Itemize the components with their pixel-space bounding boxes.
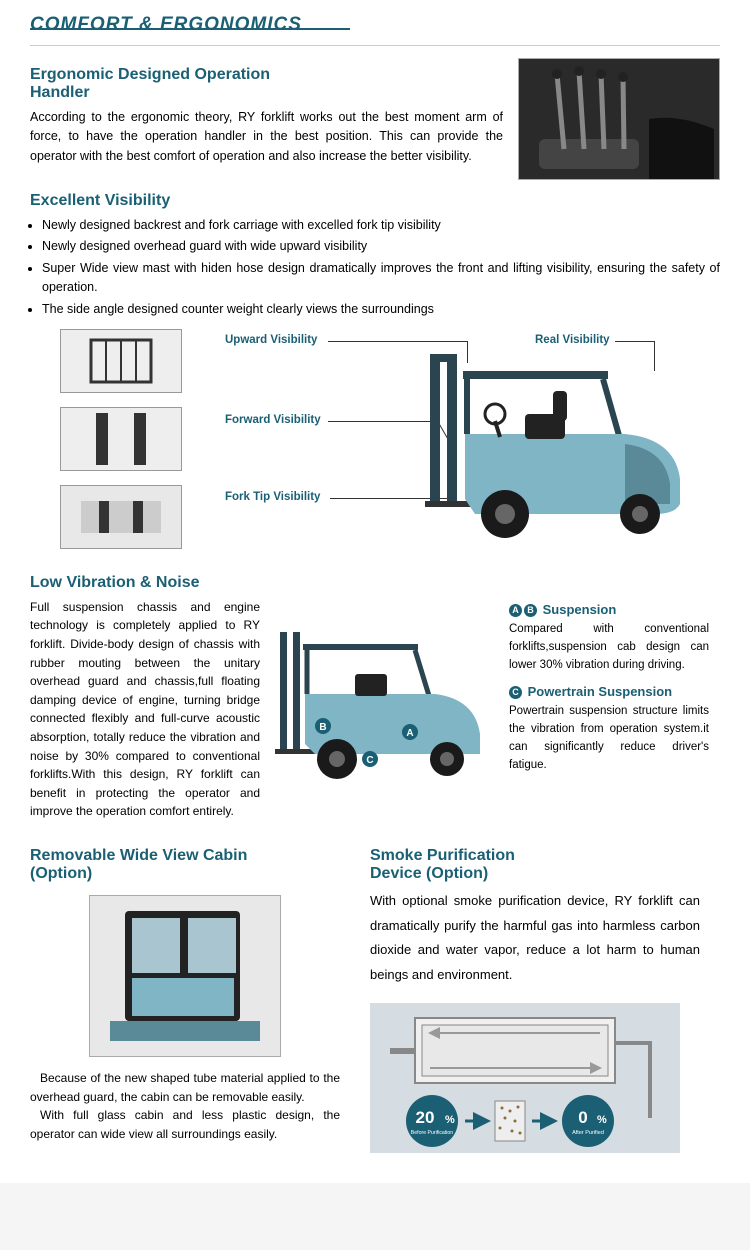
powertrain-label: Powertrain Suspension [528, 684, 672, 699]
bottom-row: Removable Wide View Cabin (Option) Becau… [30, 839, 720, 1158]
leader-forward [328, 421, 438, 422]
before-label: Before Purification [411, 1130, 454, 1136]
bullet-2: Newly designed overhead guard with wide … [42, 237, 720, 256]
label-forward: Forward Visibility [225, 414, 321, 426]
marker-b: B [524, 604, 537, 617]
suspension-sub: AB Suspension Compared with conventional… [509, 602, 709, 675]
cabin-body1: Because of the new shaped tube material … [30, 1069, 340, 1106]
section-title-visibility: Excellent Visibility [30, 192, 720, 210]
thumb-forktip [60, 485, 182, 549]
sub-title-suspension: AB Suspension [509, 602, 709, 617]
page-container: COMFORT & ERGONOMICS Ergonomic Designed … [0, 0, 750, 1183]
svg-text:%: % [597, 1114, 607, 1126]
after-pct: 0 [578, 1108, 587, 1127]
main-title-row: COMFORT & ERGONOMICS [30, 25, 720, 46]
thumb-upward [60, 329, 182, 393]
vibration-body: Full suspension chassis and engine techn… [30, 598, 260, 821]
section-ergonomic: Ergonomic Designed Operation Handler Acc… [30, 58, 720, 180]
leader-real [615, 341, 655, 342]
label-upward: Upward Visibility [225, 334, 317, 346]
marker-c: C [509, 686, 522, 699]
vibration-row: Full suspension chassis and engine techn… [30, 598, 720, 821]
smoke-diagram: 20 % Before Purification 0 % After Purif… [370, 1003, 700, 1158]
lever-icon [519, 59, 719, 179]
bullet-1: Newly designed backrest and fork carriag… [42, 216, 720, 235]
handler-image [518, 58, 720, 180]
sub-title-powertrain: C Powertrain Suspension [509, 684, 709, 699]
powertrain-body: Powertrain suspension structure limits t… [509, 703, 709, 774]
leader-upward [328, 341, 468, 342]
cabin-image [89, 895, 281, 1057]
section-title-vibration: Low Vibration & Noise [30, 574, 720, 592]
svg-text:%: % [445, 1114, 455, 1126]
suspension-body: Compared with conventional forklifts,sus… [509, 621, 709, 674]
forklift-image [425, 349, 705, 539]
powertrain-sub: C Powertrain Suspension Powertrain suspe… [509, 684, 709, 774]
visibility-bullets: Newly designed backrest and fork carriag… [30, 216, 720, 319]
thumb-forward [60, 407, 182, 471]
cabin-body2: With full glass cabin and less plastic d… [30, 1106, 340, 1143]
main-title: COMFORT & ERGONOMICS [30, 25, 350, 30]
svg-text:C: C [366, 755, 373, 766]
label-real: Real Visibility [535, 334, 610, 346]
svg-text:A: A [406, 728, 413, 739]
bullet-4: The side angle designed counter weight c… [42, 300, 720, 319]
after-label: After Purified [572, 1130, 604, 1136]
bullet-3: Super Wide view mast with hiden hose des… [42, 259, 720, 298]
smoke-body: With optional smoke purification device,… [370, 889, 700, 988]
section-title-smoke: Smoke Purification Device (Option) [370, 847, 570, 883]
section-title-cabin: Removable Wide View Cabin (Option) [30, 847, 260, 883]
before-pct: 20 [416, 1108, 435, 1127]
section-title-ergonomic: Ergonomic Designed Operation Handler [30, 66, 290, 102]
forklift-labeled-image: A B C [272, 598, 497, 821]
ergonomic-body: According to the ergonomic theory, RY fo… [30, 108, 503, 166]
visibility-diagram: Upward Visibility Forward Visibility For… [30, 329, 720, 559]
marker-a: A [509, 604, 522, 617]
suspension-label: Suspension [543, 602, 617, 617]
svg-text:B: B [319, 722, 326, 733]
label-forktip: Fork Tip Visibility [225, 491, 320, 503]
